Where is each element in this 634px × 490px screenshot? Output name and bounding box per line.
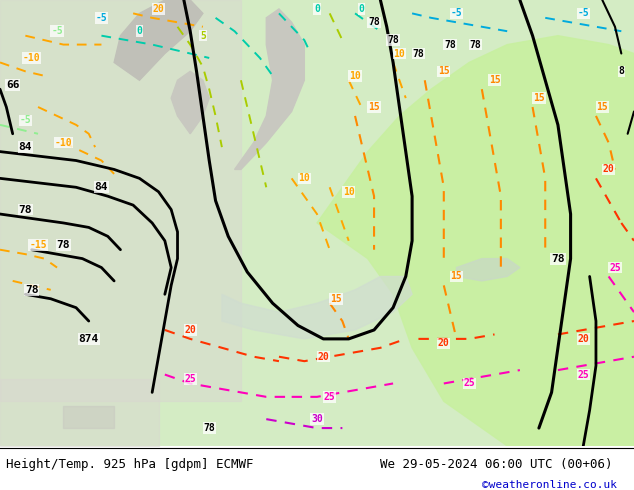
Text: 66: 66 (6, 80, 20, 90)
Text: -5: -5 (578, 8, 589, 19)
Text: 78: 78 (18, 204, 32, 215)
Text: -15: -15 (29, 240, 47, 250)
Text: -5: -5 (451, 8, 462, 19)
Text: 20: 20 (603, 165, 614, 174)
Text: 78: 78 (204, 423, 215, 433)
Text: 78: 78 (368, 17, 380, 27)
Text: 25: 25 (463, 378, 475, 389)
Text: 15: 15 (533, 93, 545, 103)
Text: 25: 25 (184, 374, 196, 384)
Text: 10: 10 (299, 173, 310, 183)
Text: Height/Temp. 925 hPa [gdpm] ECMWF: Height/Temp. 925 hPa [gdpm] ECMWF (6, 458, 254, 471)
Polygon shape (235, 9, 304, 170)
Polygon shape (456, 259, 520, 281)
Text: 78: 78 (413, 49, 424, 58)
Text: We 29-05-2024 06:00 UTC (00+06): We 29-05-2024 06:00 UTC (00+06) (380, 458, 613, 471)
Text: ©weatheronline.co.uk: ©weatheronline.co.uk (482, 480, 617, 490)
Text: 78: 78 (56, 240, 70, 250)
Text: 78: 78 (470, 40, 481, 49)
Text: 78: 78 (25, 285, 39, 295)
Text: 0: 0 (136, 26, 143, 36)
Polygon shape (114, 0, 203, 80)
Text: 8: 8 (618, 66, 624, 76)
Text: 0: 0 (358, 4, 365, 14)
Text: 874: 874 (79, 334, 99, 344)
Text: 20: 20 (153, 4, 164, 14)
Text: 15: 15 (368, 102, 380, 112)
Text: 0: 0 (314, 4, 320, 14)
Text: 20: 20 (578, 334, 589, 344)
Text: -5: -5 (51, 26, 63, 36)
Text: 15: 15 (597, 102, 608, 112)
Text: 15: 15 (330, 294, 342, 304)
Text: 5: 5 (200, 31, 206, 41)
Text: 15: 15 (451, 271, 462, 281)
Text: 84: 84 (18, 142, 32, 152)
Text: 20: 20 (438, 338, 450, 348)
Text: 15: 15 (438, 66, 450, 76)
Text: 78: 78 (444, 40, 456, 49)
Polygon shape (222, 276, 412, 339)
Text: 20: 20 (184, 325, 196, 335)
Text: -5: -5 (96, 13, 107, 23)
Text: -10: -10 (23, 53, 41, 63)
Text: 25: 25 (609, 263, 621, 272)
Text: 15: 15 (489, 75, 500, 85)
Text: 20: 20 (318, 352, 329, 362)
Polygon shape (171, 72, 209, 134)
Text: 10: 10 (343, 187, 354, 197)
Text: 25: 25 (324, 392, 335, 402)
Text: -5: -5 (20, 115, 31, 125)
Text: 78: 78 (551, 254, 565, 264)
Text: 10: 10 (394, 49, 405, 58)
Text: 25: 25 (578, 369, 589, 380)
Text: 30: 30 (311, 414, 323, 424)
Text: -10: -10 (55, 138, 72, 147)
Text: 84: 84 (94, 182, 108, 192)
Text: 78: 78 (387, 35, 399, 45)
Text: 10: 10 (349, 71, 361, 81)
Polygon shape (317, 36, 634, 446)
